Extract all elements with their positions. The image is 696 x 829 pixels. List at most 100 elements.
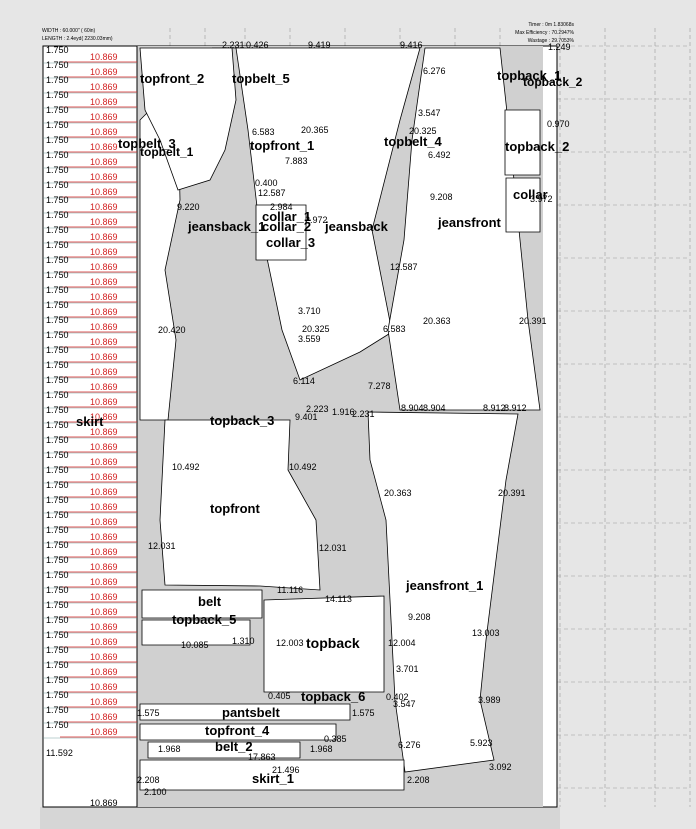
row-value: 10.869: [90, 202, 118, 212]
piece-label-18: topfront: [210, 501, 260, 516]
measure-label: 10.492: [172, 462, 200, 472]
piece-label-22: topback: [306, 635, 360, 651]
row-value: 10.869: [90, 607, 118, 617]
row-value: 10.869: [90, 262, 118, 272]
row-label: 1.750: [46, 600, 69, 610]
row-value: 10.869: [90, 172, 118, 182]
collar-group-shape: [255, 204, 307, 261]
row-label: 1.750: [46, 255, 69, 265]
row-value: 10.869: [90, 337, 118, 347]
efficiency-text: Max Efficiency : 70.2947%: [515, 30, 574, 36]
row-label: 1.750: [46, 405, 69, 415]
measure-label: 21.496: [272, 765, 300, 775]
row-label: 1.750: [46, 240, 69, 250]
row-value: 10.869: [90, 622, 118, 632]
measure-label: 20.363: [423, 316, 451, 326]
piece-label-13: jeansback: [324, 219, 389, 234]
measure-label: 10.492: [289, 462, 317, 472]
measure-label: 20.325: [409, 126, 437, 136]
measure-label: 3.710: [298, 306, 321, 316]
row-value: 10.869: [90, 592, 118, 602]
piece-label-21: topback_5: [172, 612, 236, 627]
row-value: 10.869: [90, 547, 118, 557]
belt-2-shape: [147, 741, 301, 759]
measure-label: 20.363: [384, 488, 412, 498]
row-value: 10.869: [90, 277, 118, 287]
piece-label-5: topbelt_1: [140, 145, 194, 159]
measure-label: 5.923: [470, 738, 493, 748]
piece-label-24: pantsbelt: [222, 705, 280, 720]
row-label: 1.750: [46, 720, 69, 730]
piece-label-6: topfront_1: [250, 138, 314, 153]
measure-label: 0.405: [268, 691, 291, 701]
measure-label: 1.968: [310, 744, 333, 754]
row-value: 10.869: [90, 82, 118, 92]
piece-label-16: skirt: [76, 414, 104, 429]
piece-label-25: topfront_4: [205, 723, 270, 738]
row-value: 10.869: [90, 652, 118, 662]
measure-label: 2.223: [306, 404, 329, 414]
measure-label: 6.276: [398, 740, 421, 750]
row-value: 10.869: [90, 127, 118, 137]
row-label: 1.750: [46, 570, 69, 580]
belt-shape: [141, 589, 263, 619]
piece-label-7: topbelt_4: [384, 134, 443, 149]
measure-label: 20.391: [519, 316, 547, 326]
piece-label-20: belt: [198, 594, 222, 609]
row-label: 1.750: [46, 705, 69, 715]
row-value: 10.869: [90, 307, 118, 317]
topback-2-shape: [504, 109, 541, 176]
measure-label: 10.085: [181, 640, 209, 650]
row-label: 1.750: [46, 525, 69, 535]
row-label: 1.750: [46, 120, 69, 130]
measure-label: 2.231: [222, 40, 245, 50]
measure-label: 9.416: [400, 40, 423, 50]
row-label: 1.750: [46, 645, 69, 655]
row-value: 10.869: [90, 457, 118, 467]
row-label: 1.750: [46, 150, 69, 160]
row-label: 1.750: [46, 45, 69, 55]
row-label: 1.750: [46, 675, 69, 685]
row-label: 1.750: [46, 345, 69, 355]
topfront-shape: [159, 419, 321, 591]
row-label: 1.750: [46, 180, 69, 190]
row-label: 1.750: [46, 195, 69, 205]
measurement-labels: 2.231 0.426 9.419 9.416 1.2496.2760.9706.583…: [137, 40, 571, 797]
measure-label: 2.984: [270, 202, 293, 212]
jeansback-shape: [212, 47, 421, 381]
row-value: 10.869: [90, 97, 118, 107]
row-label: 1.750: [46, 450, 69, 460]
row-value: 10.869: [90, 532, 118, 542]
measure-label: 20.420: [158, 325, 186, 335]
row-label: 1.750: [46, 510, 69, 520]
row-label: 1.750: [46, 555, 69, 565]
row-value: 10.869: [90, 322, 118, 332]
measure-label: 1.916: [332, 407, 355, 417]
measure-label: 12.004: [388, 638, 416, 648]
measure-label: 20.391: [498, 488, 526, 498]
measure-label: 3.547: [393, 699, 416, 709]
measure-label: 3.092: [489, 762, 512, 772]
row-label: 1.750: [46, 75, 69, 85]
measure-label: 3.701: [396, 664, 419, 674]
pantsbelt-shape: [139, 703, 351, 721]
row-value: 10.869: [90, 67, 118, 77]
row-label: 1.750: [46, 630, 69, 640]
measure-label: 12.003: [276, 638, 304, 648]
measure-label: 9.401: [295, 412, 318, 422]
piece-label-3: topback_2: [523, 75, 583, 89]
topfront-2-shape: [139, 47, 237, 191]
row-label: 1.750: [46, 660, 69, 670]
piece-label-8: topback_2: [505, 139, 569, 154]
measure-label: 7.278: [368, 381, 391, 391]
piece-label-10: collar_2: [262, 219, 311, 234]
measure-label: 9.208: [430, 192, 453, 202]
row-label: 1.750: [46, 465, 69, 475]
row-value: 10.869: [90, 382, 118, 392]
topback-shape: [263, 595, 385, 693]
row-value: 10.869: [90, 142, 118, 152]
measure-label: 2.972: [305, 215, 328, 225]
row-label: 1.750: [46, 165, 69, 175]
measure-label: 0.385: [324, 734, 347, 744]
